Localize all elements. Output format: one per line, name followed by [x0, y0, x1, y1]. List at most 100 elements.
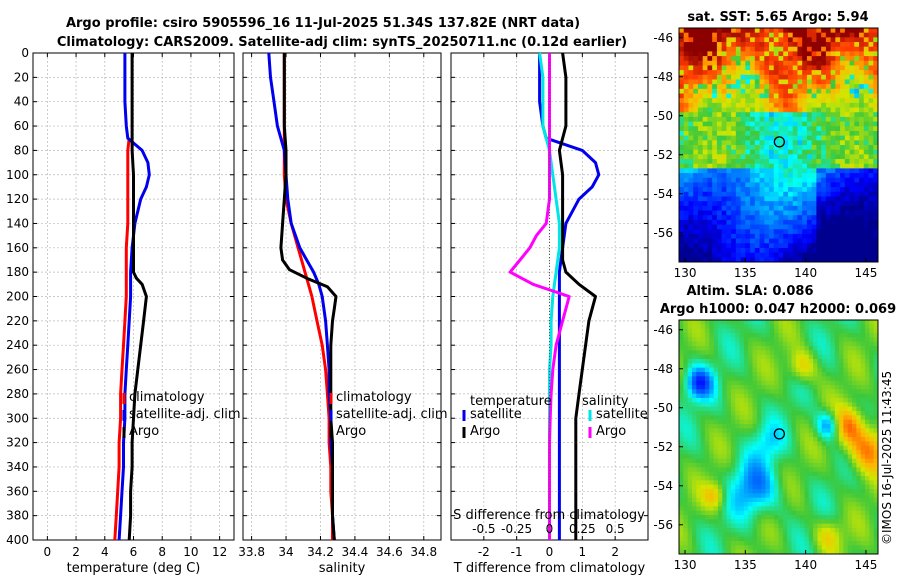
map-cell [693, 154, 699, 160]
map-cell [852, 432, 857, 438]
map-cell [730, 320, 736, 325]
map-cell [765, 432, 771, 438]
x-tick-label: 0 [546, 545, 554, 559]
map-cell [821, 238, 827, 244]
map-cell [735, 333, 740, 338]
map-cell [691, 432, 697, 438]
map-cell [856, 454, 862, 460]
map-cell [778, 159, 784, 165]
map-cell [702, 163, 708, 169]
map-cell [782, 450, 788, 455]
map-cell [834, 493, 840, 499]
map-cell [863, 32, 869, 38]
map-cell [687, 437, 693, 442]
map-cell [739, 441, 745, 447]
map-cell [713, 432, 719, 438]
map-cell [792, 182, 798, 188]
map-cell [683, 28, 689, 34]
map-cell [778, 154, 784, 160]
map-cell [852, 463, 857, 468]
map-cell [792, 224, 798, 230]
map-cell [825, 210, 832, 216]
map-cell [769, 437, 775, 442]
map-cell [804, 393, 810, 399]
map-cell [778, 476, 784, 481]
map-cell [745, 102, 751, 108]
map-cell [717, 467, 723, 473]
map-cell [834, 389, 840, 395]
map-cell [830, 354, 836, 360]
map-cell [713, 441, 719, 447]
map-cell [765, 506, 771, 512]
map-cell [778, 545, 784, 551]
map-cell [778, 333, 784, 338]
map-cell [700, 376, 706, 382]
map-cell [700, 419, 706, 425]
map-cell [800, 445, 805, 451]
map-cell [709, 515, 715, 520]
map-cell [704, 328, 710, 334]
map-cell [761, 493, 766, 499]
map-cell [791, 320, 797, 325]
map-cell [821, 177, 827, 183]
map-cell [721, 149, 727, 155]
map-cell [808, 471, 814, 477]
map-cell [702, 191, 708, 197]
map-cell [873, 56, 879, 62]
map-cell [843, 398, 849, 403]
map-cell [783, 51, 789, 57]
map-cell [752, 346, 758, 351]
map-cell [765, 541, 771, 546]
map-cell [726, 493, 732, 499]
map-cell [821, 56, 827, 62]
map-cell [839, 515, 844, 520]
map-cell [702, 187, 708, 193]
map-cell [731, 173, 737, 179]
map-cell [750, 140, 756, 146]
map-cell [778, 454, 784, 460]
map-cell [873, 363, 879, 369]
map-cell [806, 149, 813, 155]
map-cell [800, 528, 805, 533]
map-cell [873, 441, 879, 447]
map-cell [740, 102, 746, 108]
map-cell [791, 372, 797, 377]
map-cell [756, 510, 762, 516]
map-cell [816, 74, 822, 80]
map-cell [756, 411, 762, 416]
map-cell [735, 60, 741, 66]
map-cell [761, 324, 766, 330]
map-cell [688, 60, 694, 66]
map-cell [873, 545, 879, 551]
map-cell [792, 229, 798, 235]
map-cell [783, 32, 789, 38]
map-cell [849, 154, 855, 160]
map-cell [754, 173, 760, 179]
map-cell [726, 484, 732, 490]
map-cell [792, 42, 798, 48]
map-cell [802, 173, 808, 179]
map-cell [752, 402, 758, 408]
map-cell [709, 523, 715, 529]
map-cell [764, 88, 770, 94]
map-cell [712, 173, 718, 179]
map-cell [816, 28, 822, 34]
map-cell [693, 84, 699, 90]
map-cell [839, 341, 844, 347]
map-cell [691, 320, 697, 325]
map-cell [852, 528, 857, 533]
map-cell [813, 402, 818, 408]
map-cell [843, 497, 849, 503]
map-cell [783, 191, 789, 197]
map-cell [769, 389, 775, 395]
map-cell [787, 252, 794, 258]
map-cell [748, 489, 753, 494]
map-cell [754, 74, 760, 80]
map-cell [696, 549, 702, 555]
map-cell [854, 210, 860, 216]
map-cell [835, 187, 841, 193]
y-tick-label: 80 [14, 143, 29, 157]
map-cell [750, 102, 756, 108]
map-cell [873, 480, 879, 486]
map-cell [826, 376, 831, 382]
